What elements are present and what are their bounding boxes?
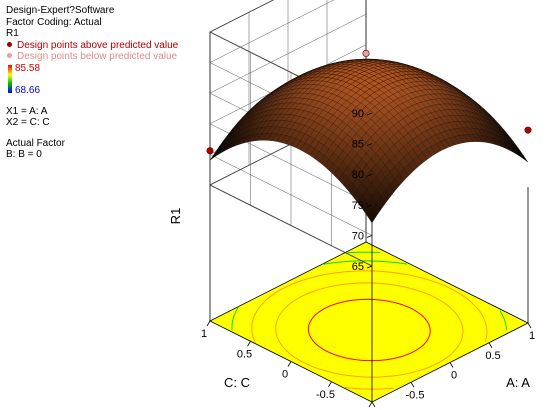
actual-factor-title: Actual Factor bbox=[6, 137, 65, 149]
design-points bbox=[206, 49, 532, 155]
y-tick-label: 0 bbox=[282, 369, 288, 381]
contour-line bbox=[499, 310, 508, 330]
x-tick-label: 0.5 bbox=[485, 350, 500, 362]
contour-line bbox=[251, 270, 452, 343]
contour-line bbox=[307, 298, 431, 362]
color-scale-bar bbox=[8, 64, 12, 93]
legend-below-entry: Design points below predicted value bbox=[6, 51, 206, 63]
x-tick bbox=[449, 362, 454, 368]
contour-line bbox=[231, 306, 239, 331]
response-surface bbox=[209, 58, 529, 224]
legend-below-label: Design points below predicted value bbox=[17, 51, 178, 62]
x-tick bbox=[371, 401, 376, 408]
y-tick-label: 1 bbox=[201, 328, 207, 340]
z-tick-label: 80 bbox=[352, 169, 364, 181]
y-tick bbox=[328, 381, 332, 387]
x-tick-label: -0.5 bbox=[406, 389, 425, 401]
x-tick bbox=[488, 342, 493, 348]
contour-line bbox=[344, 387, 394, 390]
z-tick bbox=[366, 204, 373, 208]
x2-label: X2 = C: C bbox=[6, 117, 50, 128]
floor-plane bbox=[209, 241, 529, 403]
y-tick-label: 0.5 bbox=[237, 348, 252, 360]
legend-above-label: Design points above predicted value bbox=[17, 39, 179, 51]
design-point-above bbox=[206, 147, 214, 155]
y-tick bbox=[287, 361, 292, 367]
y-tick-label: -0.5 bbox=[316, 389, 335, 401]
contour-line bbox=[275, 282, 464, 378]
z-tick bbox=[366, 235, 373, 238]
factor-coding-label: Factor Coding: Actual bbox=[6, 16, 102, 28]
x-tick-label: 0 bbox=[451, 370, 457, 382]
response-label: R1 bbox=[6, 28, 19, 39]
z-tick bbox=[366, 112, 373, 116]
software-label: Design-Expert?Software bbox=[6, 5, 115, 16]
z-tick-label: 85 bbox=[352, 139, 364, 151]
y-tick bbox=[368, 401, 373, 408]
z-tick-label: 75 bbox=[352, 200, 364, 212]
actual-factor-value: B: B = 0 bbox=[6, 149, 42, 160]
z-tick-label: 90 bbox=[352, 108, 364, 120]
x-tick bbox=[527, 322, 532, 329]
legend-panel: Design-Expert?Software Factor Coding: Ac… bbox=[6, 5, 206, 161]
x-tick-label: 1 bbox=[529, 330, 535, 342]
y-tick bbox=[247, 341, 251, 347]
z-tick-label: 65 bbox=[352, 261, 364, 273]
contour-line bbox=[450, 288, 488, 343]
z-tick bbox=[366, 265, 373, 269]
z-axis-label: R1 bbox=[168, 208, 183, 225]
surface-cell bbox=[367, 208, 377, 224]
design-point-above bbox=[524, 126, 532, 134]
z-tick bbox=[366, 173, 373, 177]
floor-polygon bbox=[209, 241, 529, 403]
legend-above-entry: Design points above predicted value bbox=[6, 40, 206, 52]
x1-label: X1 = A: A bbox=[6, 105, 48, 117]
color-scale: 85.58 68.66 bbox=[6, 62, 206, 97]
design-point-below bbox=[362, 49, 370, 57]
surface-cell bbox=[518, 151, 529, 163]
z-tick bbox=[366, 143, 373, 146]
floor-contours bbox=[231, 251, 508, 390]
y-axis-label: C: C bbox=[224, 375, 250, 390]
above-point-icon bbox=[7, 41, 12, 47]
below-point-icon bbox=[7, 53, 12, 59]
x-axis-label: A: A bbox=[506, 375, 530, 390]
color-scale-min: 68.66 bbox=[15, 84, 41, 96]
color-scale-max: 85.58 bbox=[15, 62, 41, 74]
y-tick bbox=[206, 320, 211, 327]
z-tick-label: 70 bbox=[352, 230, 364, 242]
x-tick bbox=[410, 382, 415, 388]
contour-line bbox=[322, 260, 408, 265]
